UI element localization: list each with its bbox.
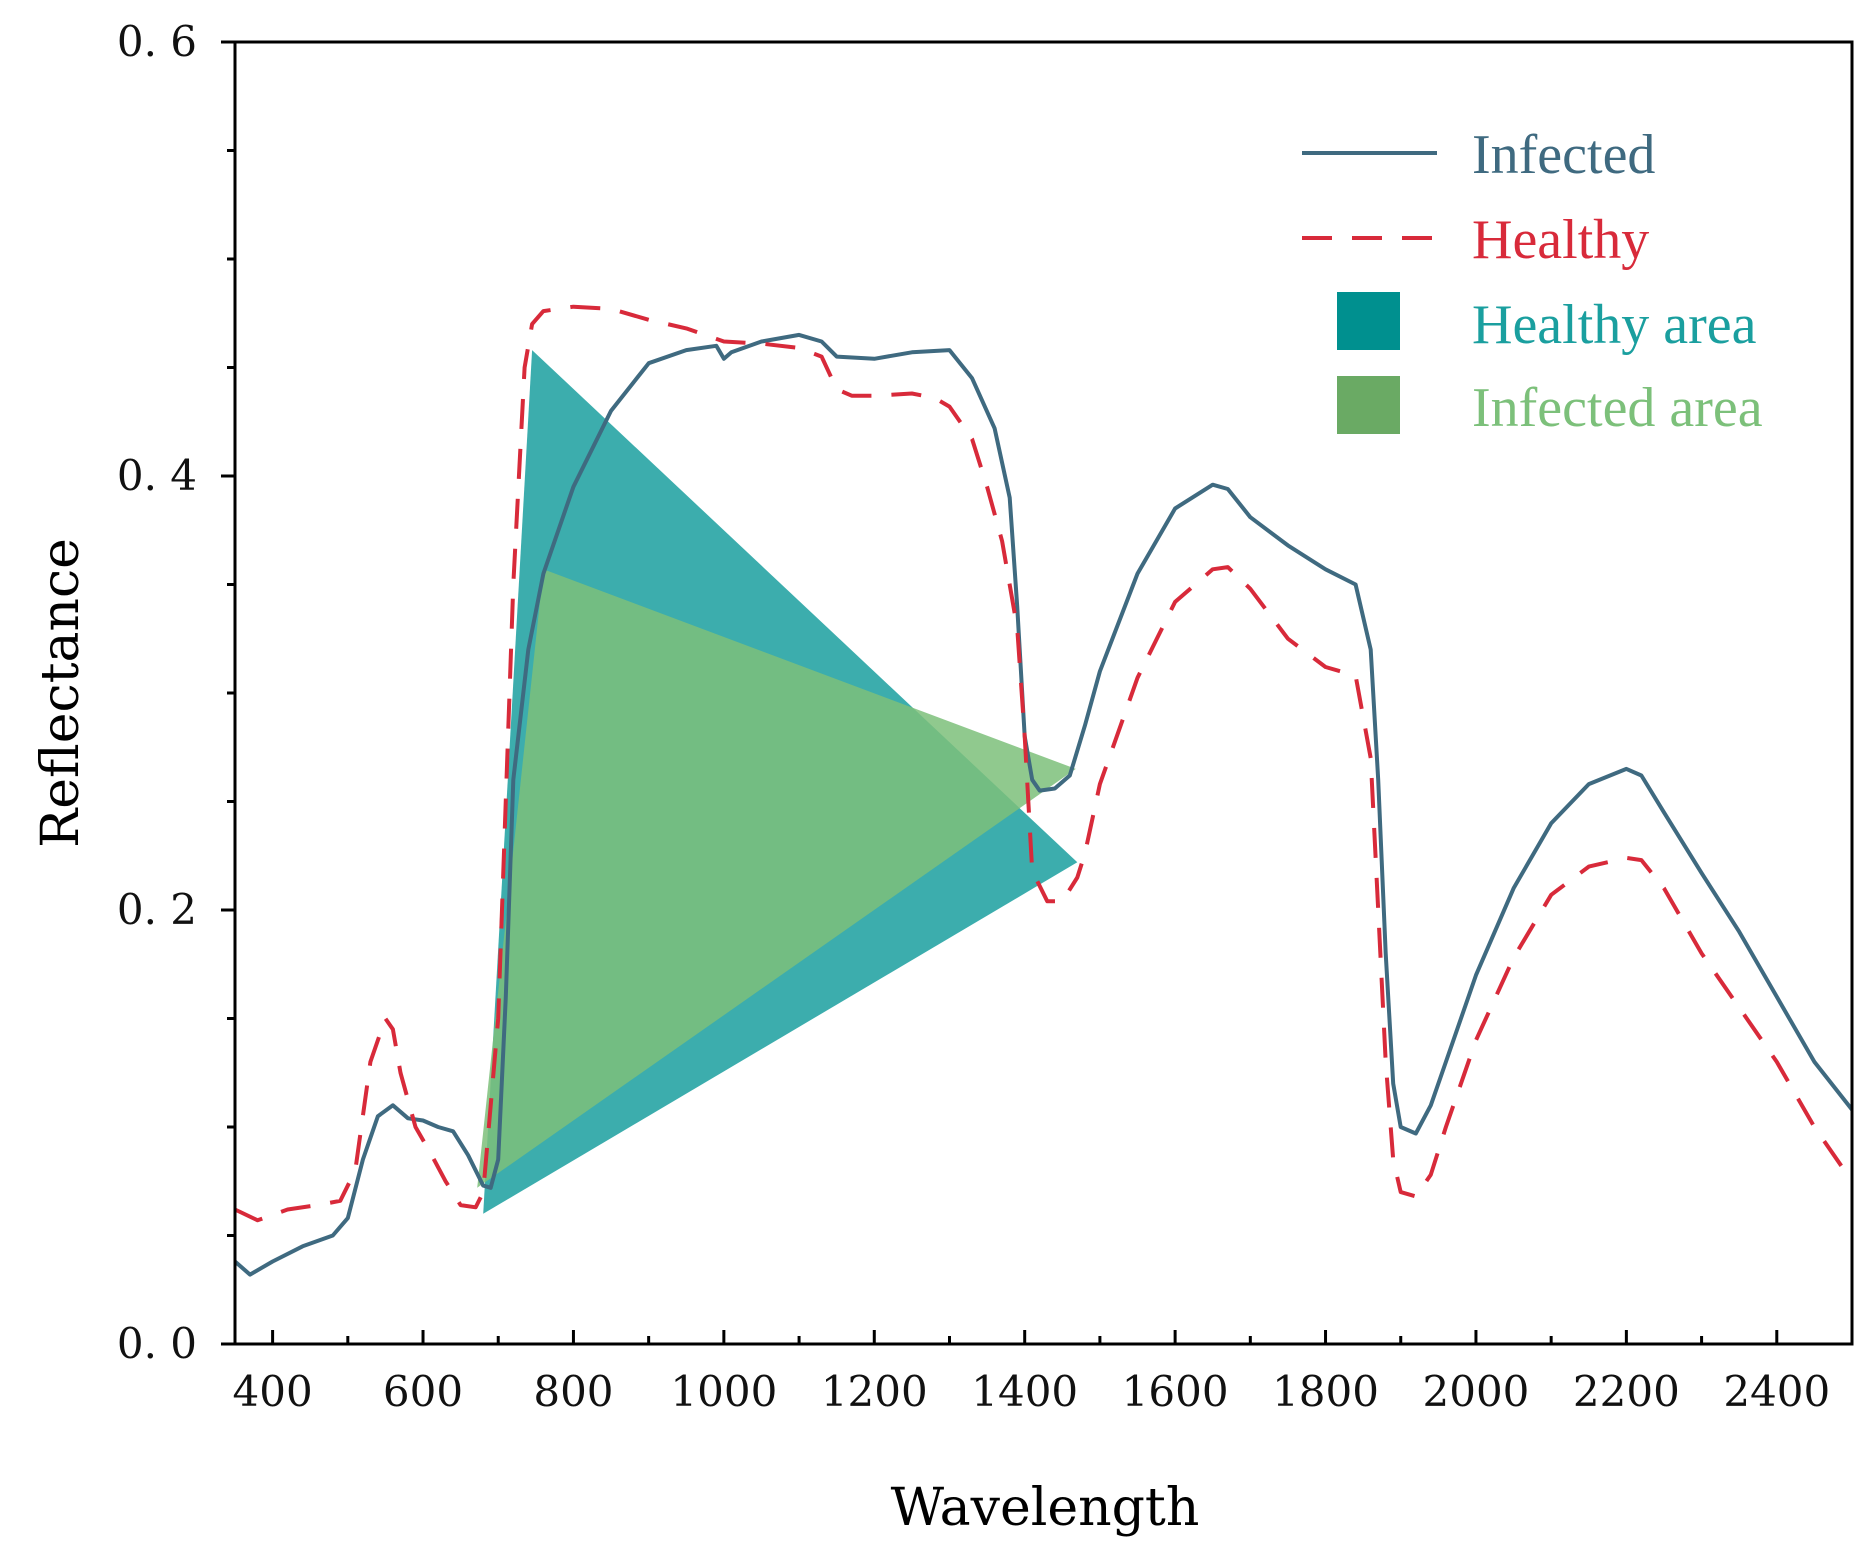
x-tick-label: 800 xyxy=(533,1367,613,1416)
y-tick-label: 0. 0 xyxy=(117,1319,197,1368)
healthy-series-line xyxy=(234,304,1854,1223)
x-tick-label: 1200 xyxy=(821,1367,928,1416)
legend-label-healthy-area: Healthy area xyxy=(1472,294,1757,356)
legend-label-infected: Infected xyxy=(1472,124,1655,186)
y-tick-label: 0. 6 xyxy=(117,17,197,66)
x-tick-label: 2000 xyxy=(1423,1367,1530,1416)
y-tick-label: 0. 4 xyxy=(117,451,197,500)
y-axis-ticks: 0. 0 0. 2 0. 4 0. 6 xyxy=(117,17,235,1368)
x-tick-label: 2200 xyxy=(1573,1367,1680,1416)
x-axis-label: Wavelength xyxy=(891,1478,1200,1538)
infected-area-polygon xyxy=(477,569,1076,1188)
lines-layer xyxy=(233,304,1854,1277)
legend-label-healthy: Healthy xyxy=(1472,209,1649,271)
x-axis-ticks: 400 600 800 1000 1200 1400 1600 1800 2000 2200 240… xyxy=(233,1330,1854,1416)
infected-series-line xyxy=(233,332,1854,1277)
x-tick-label: 1600 xyxy=(1122,1367,1229,1416)
x-tick-label: 1000 xyxy=(670,1367,777,1416)
legend: Infected Healthy Healthy area Infected a… xyxy=(1302,124,1763,439)
x-tick-label: 600 xyxy=(383,1367,463,1416)
x-tick-label: 2400 xyxy=(1723,1367,1830,1416)
areas-layer xyxy=(477,350,1078,1214)
legend-infected-area-swatch xyxy=(1337,376,1400,434)
x-tick-label: 1400 xyxy=(971,1367,1078,1416)
x-tick-label: 400 xyxy=(233,1367,313,1416)
legend-healthy-area-swatch xyxy=(1337,292,1400,350)
x-tick-label: 1800 xyxy=(1272,1367,1379,1416)
legend-label-infected-area: Infected area xyxy=(1472,377,1763,439)
y-tick-label: 0. 2 xyxy=(117,885,197,934)
y-axis-label: Reflectance xyxy=(31,538,91,848)
